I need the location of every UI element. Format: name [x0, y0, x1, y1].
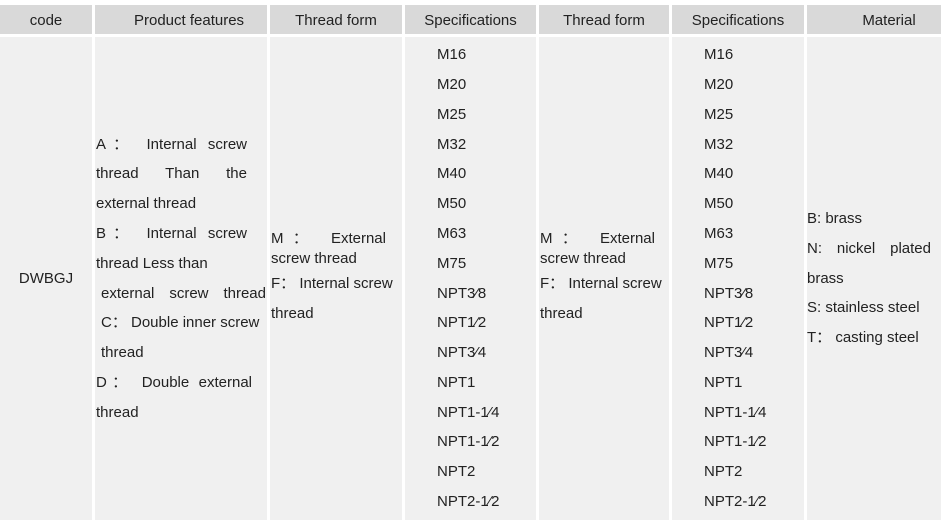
spec-item: NPT1-1⁄2	[704, 433, 767, 451]
feature-line: external thread	[96, 195, 197, 213]
feature-line: thread	[101, 344, 144, 362]
feature-line: B： Internal screw	[96, 224, 247, 242]
spec-item: M20	[437, 75, 467, 93]
spec-item: NPT1⁄2	[437, 314, 487, 332]
header-specifications-2: Specifications	[672, 5, 804, 34]
header-material: Material	[807, 5, 941, 34]
spec-item: NPT2	[437, 463, 476, 481]
spec-item: M16	[437, 46, 467, 64]
spec-item: NPT2	[704, 463, 743, 481]
thread-form-line: screw thread	[540, 249, 626, 267]
spec-item: NPT1⁄2	[704, 314, 754, 332]
header-thread-form-2: Thread form	[539, 5, 669, 34]
spec-item: NPT1-1⁄2	[437, 433, 500, 451]
thread-form-line: F： Internal screw	[271, 274, 393, 292]
header-product-features: Product features	[95, 5, 267, 34]
feature-line: A： Internal screw	[96, 135, 247, 153]
header-thread-form: Thread form	[270, 5, 402, 34]
spec-item: M75	[437, 254, 467, 272]
feature-line: external screw thread	[101, 284, 266, 302]
material-line: B: brass	[807, 210, 863, 227]
spec-item: M63	[437, 224, 467, 242]
spec-item: NPT2-1⁄2	[437, 493, 500, 511]
code-cell: DWBGJ	[0, 37, 92, 520]
spec-item: NPT2-1⁄2	[704, 493, 767, 511]
header-code: code	[0, 5, 92, 34]
specifications-cell: M16 M20 M25 M32 M40 M50 M63 M75 NPT3⁄8 N…	[405, 37, 536, 520]
spec-item: M25	[437, 105, 467, 123]
spec-item: M32	[704, 135, 734, 153]
feature-line: C： Double inner screw	[101, 314, 260, 332]
spec-item: NPT1	[437, 373, 476, 391]
spec-item: M25	[704, 105, 734, 123]
code-value: DWBGJ	[18, 270, 74, 287]
material-line: S: stainless steel	[807, 299, 920, 317]
feature-line: D： Double external	[96, 373, 252, 391]
spec-item: M32	[437, 135, 467, 153]
thread-form-cell-2: M： External screw thread F： Internal scr…	[539, 37, 669, 520]
thread-form-line: F： Internal screw	[540, 274, 662, 292]
spec-item: M16	[704, 46, 734, 64]
spec-item: NPT1-1⁄4	[437, 403, 500, 421]
feature-line: thread Less than	[96, 254, 208, 272]
product-features-cell: A： Internal screw thread Than the extern…	[95, 37, 267, 520]
spec-item: M40	[437, 165, 467, 183]
specifications-cell-2: M16 M20 M25 M32 M40 M50 M63 M75 NPT3⁄8 N…	[672, 37, 804, 520]
material-line: N: nickel plated	[807, 239, 931, 257]
spec-item: NPT3⁄8	[437, 284, 487, 302]
thread-form-line: M： External	[540, 229, 655, 247]
spec-item: NPT3⁄8	[704, 284, 754, 302]
spec-item: NPT3⁄4	[704, 344, 754, 362]
thread-form-line: thread	[271, 304, 314, 322]
thread-form-line: screw thread	[271, 249, 357, 267]
thread-form-line: M： External	[271, 229, 386, 247]
header-specifications: Specifications	[405, 5, 536, 34]
spec-item: M75	[704, 254, 734, 272]
spec-item: M50	[437, 195, 467, 213]
feature-line: thread Than the	[96, 165, 247, 183]
material-line: T： casting steel	[807, 329, 919, 347]
spec-item: NPT1	[704, 373, 743, 391]
material-line: brass	[807, 269, 844, 287]
thread-form-line: thread	[540, 304, 583, 322]
thread-form-cell: M： External screw thread F： Internal scr…	[270, 37, 402, 520]
spec-item: M20	[704, 75, 734, 93]
spec-item: NPT3⁄4	[437, 344, 487, 362]
spec-item: M50	[704, 195, 734, 213]
feature-line: thread	[96, 403, 139, 421]
spec-item: M63	[704, 224, 734, 242]
material-cell: B: brass N: nickel plated brass S: stain…	[807, 37, 941, 520]
spec-item: M40	[704, 165, 734, 183]
spec-item: NPT1-1⁄4	[704, 403, 767, 421]
